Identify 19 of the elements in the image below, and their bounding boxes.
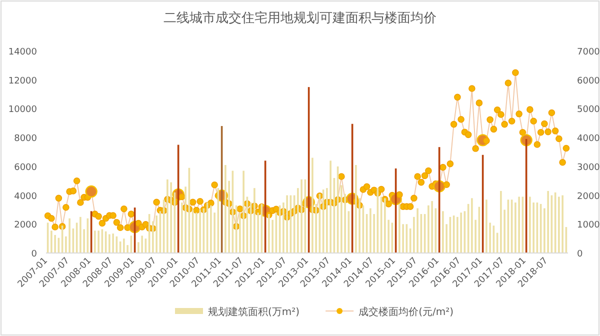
y-tick-label: 2000 bbox=[14, 220, 38, 231]
y-tick-label: 6000 bbox=[14, 162, 38, 173]
y-tick-label: 8000 bbox=[14, 134, 38, 144]
y-tick-label: 12000 bbox=[8, 76, 38, 86]
y2-tick-label: 0 bbox=[577, 250, 583, 260]
y-tick-label: 14000 bbox=[8, 48, 38, 58]
y2-tick-label: 1000 bbox=[577, 220, 600, 231]
y2-tick-label: 4000 bbox=[577, 134, 600, 144]
y2-tick-label: 2000 bbox=[577, 192, 600, 202]
y2-tick-label: 5000 bbox=[577, 105, 600, 116]
y-tick-label: 4000 bbox=[14, 192, 38, 202]
legend-label: 成交楼面均价(元/m²) bbox=[358, 306, 454, 318]
legend-label: 规划建筑面积(万m²) bbox=[208, 306, 300, 318]
y2-tick-label: 7000 bbox=[577, 48, 600, 58]
y-tick-label: 0 bbox=[31, 250, 38, 260]
y-tick-label: 10000 bbox=[8, 105, 38, 116]
chart-title: 二线城市成交住宅用地规划可建面积与楼面均价 bbox=[164, 10, 436, 26]
y2-tick-label: 6000 bbox=[577, 76, 600, 86]
y2-tick-label: 3000 bbox=[577, 162, 600, 173]
